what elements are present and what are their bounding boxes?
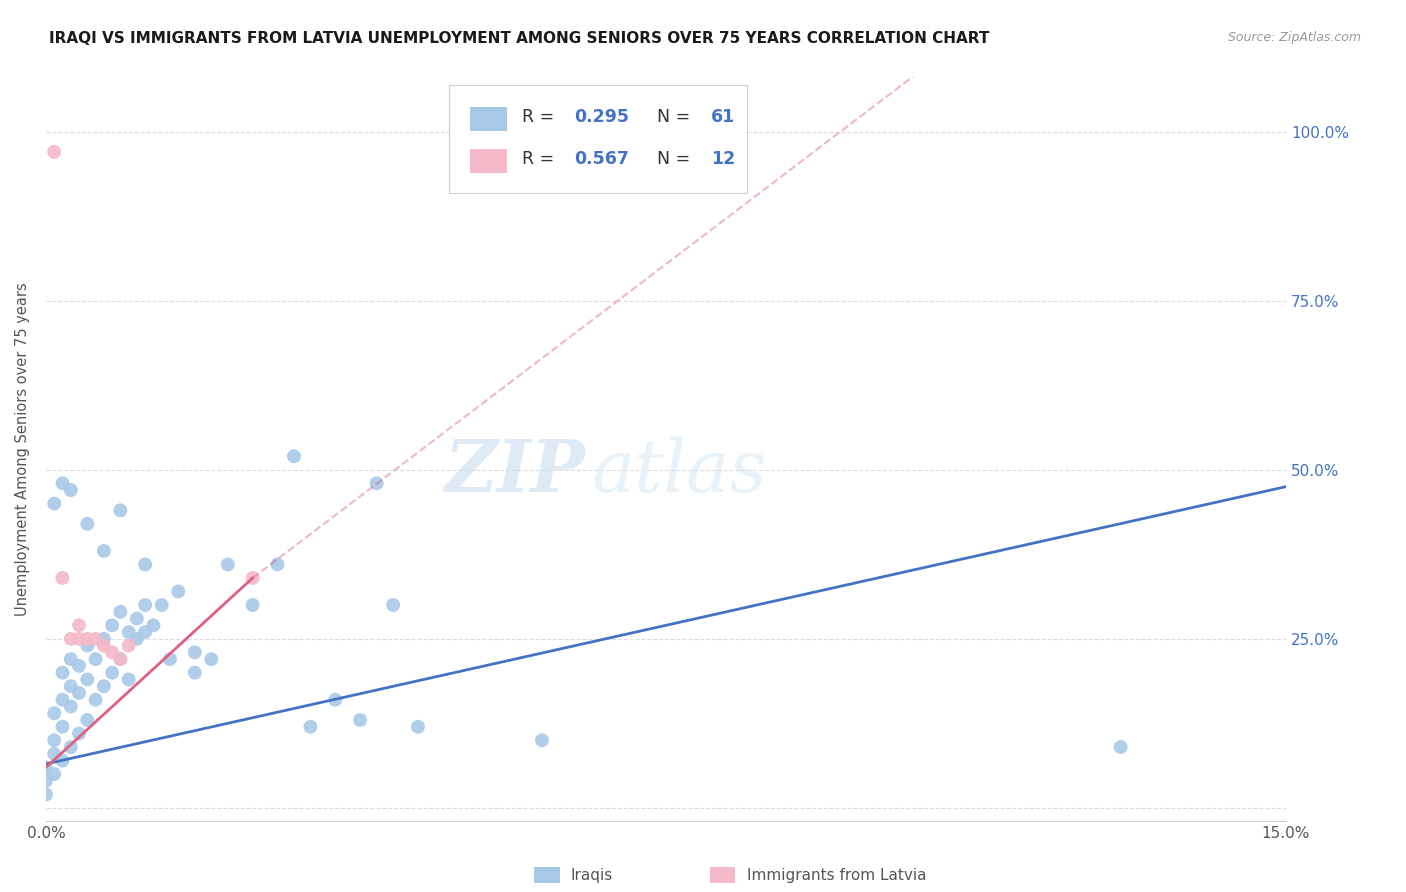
Point <box>35 760 58 774</box>
Text: 61: 61 <box>710 108 735 126</box>
Point <box>93 632 115 646</box>
Point <box>76 516 98 531</box>
Text: atlas: atlas <box>592 436 768 507</box>
Point <box>159 652 181 666</box>
Point <box>217 558 239 572</box>
FancyBboxPatch shape <box>449 85 747 193</box>
Point <box>125 611 148 625</box>
Text: Immigrants from Latvia: Immigrants from Latvia <box>747 868 927 882</box>
Point <box>76 713 98 727</box>
Point <box>67 726 90 740</box>
Point <box>67 686 90 700</box>
Point <box>67 618 90 632</box>
Point <box>134 625 156 640</box>
Text: ZIP: ZIP <box>444 436 585 508</box>
Point <box>110 652 132 666</box>
Point <box>101 665 124 680</box>
Point <box>51 754 73 768</box>
Text: 0.295: 0.295 <box>574 108 630 126</box>
Point <box>76 632 98 646</box>
Point <box>117 673 139 687</box>
Point <box>44 747 66 761</box>
Point <box>44 706 66 721</box>
Point <box>110 652 132 666</box>
Text: R =: R = <box>522 150 560 169</box>
Point <box>366 476 388 491</box>
Point <box>134 558 156 572</box>
FancyBboxPatch shape <box>470 107 508 131</box>
Point <box>184 665 207 680</box>
Point <box>349 713 371 727</box>
Point <box>84 632 107 646</box>
Point <box>59 632 82 646</box>
Point <box>67 632 90 646</box>
Point <box>59 483 82 497</box>
Text: 12: 12 <box>710 150 735 169</box>
Point <box>93 639 115 653</box>
FancyBboxPatch shape <box>470 149 508 173</box>
Text: N =: N = <box>647 108 696 126</box>
Point <box>76 639 98 653</box>
Point <box>184 645 207 659</box>
Point <box>125 632 148 646</box>
Point <box>93 679 115 693</box>
Point <box>323 692 346 706</box>
Point <box>167 584 190 599</box>
Point <box>35 773 58 788</box>
Text: Source: ZipAtlas.com: Source: ZipAtlas.com <box>1227 31 1361 45</box>
Text: N =: N = <box>647 150 696 169</box>
Point <box>200 652 222 666</box>
Point <box>242 571 264 585</box>
Point <box>530 733 553 747</box>
Point <box>44 497 66 511</box>
Point <box>150 598 173 612</box>
Point <box>1109 740 1132 755</box>
Point <box>51 720 73 734</box>
Point <box>51 665 73 680</box>
Text: Iraqis: Iraqis <box>571 868 613 882</box>
Point <box>59 652 82 666</box>
Text: R =: R = <box>522 108 560 126</box>
Point <box>59 740 82 755</box>
Point <box>406 720 429 734</box>
Point <box>93 544 115 558</box>
Point <box>283 449 305 463</box>
Point <box>134 598 156 612</box>
Point <box>44 767 66 781</box>
Point <box>382 598 405 612</box>
Point <box>84 692 107 706</box>
Point <box>266 558 288 572</box>
Point <box>59 679 82 693</box>
Point <box>101 645 124 659</box>
Point <box>51 692 73 706</box>
Point <box>142 618 165 632</box>
Text: 0.567: 0.567 <box>574 150 628 169</box>
Point <box>110 605 132 619</box>
Point <box>51 571 73 585</box>
Point <box>76 673 98 687</box>
Text: IRAQI VS IMMIGRANTS FROM LATVIA UNEMPLOYMENT AMONG SENIORS OVER 75 YEARS CORRELA: IRAQI VS IMMIGRANTS FROM LATVIA UNEMPLOY… <box>49 31 990 46</box>
Point <box>117 625 139 640</box>
Point <box>101 618 124 632</box>
Point <box>299 720 322 734</box>
Y-axis label: Unemployment Among Seniors over 75 years: Unemployment Among Seniors over 75 years <box>15 283 30 616</box>
Point <box>44 145 66 159</box>
Point <box>44 733 66 747</box>
Point <box>51 476 73 491</box>
Point <box>84 652 107 666</box>
Point <box>59 699 82 714</box>
Point <box>35 788 58 802</box>
Point <box>242 598 264 612</box>
Point <box>110 503 132 517</box>
Point <box>117 639 139 653</box>
Point <box>67 659 90 673</box>
